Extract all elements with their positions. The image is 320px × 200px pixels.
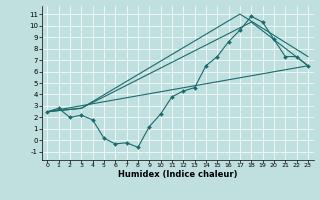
X-axis label: Humidex (Indice chaleur): Humidex (Indice chaleur) xyxy=(118,170,237,179)
